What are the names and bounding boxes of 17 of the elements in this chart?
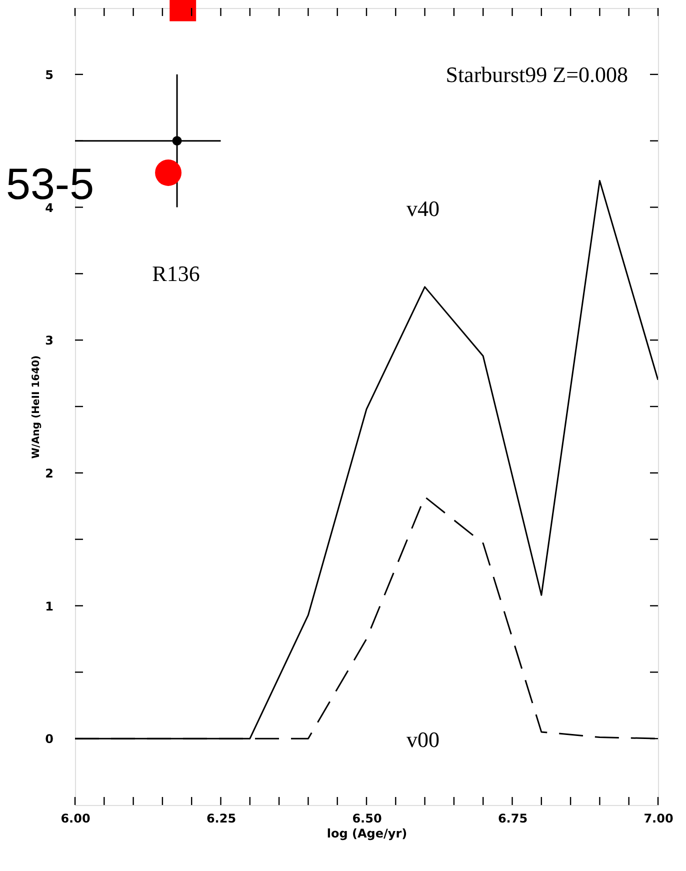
annotation: v40 <box>406 196 440 221</box>
x-tick-label: 6.50 <box>352 812 382 826</box>
y-tick-label: 5 <box>45 68 54 82</box>
y-tick-label: 4 <box>45 200 54 215</box>
annotation: v00 <box>406 727 440 752</box>
y-axis-title: W/Ang (HeII 1640) <box>31 355 42 459</box>
annotation: Starburst99 Z=0.008 <box>446 62 628 87</box>
x-tick-label: 7.00 <box>644 812 674 826</box>
y-tick-label: 1 <box>45 599 54 614</box>
y-tick-label: 0 <box>45 732 54 746</box>
y-tick-label: 2 <box>45 466 54 480</box>
x-tick-label: 6.75 <box>498 812 528 826</box>
x-tick-label: 6.25 <box>206 812 236 826</box>
annotation: R136 <box>152 261 200 286</box>
y-tick-label: 3 <box>45 334 54 348</box>
x-tick-label: 6.00 <box>60 812 90 826</box>
x-axis-title: log (Age/yr) <box>326 826 408 840</box>
